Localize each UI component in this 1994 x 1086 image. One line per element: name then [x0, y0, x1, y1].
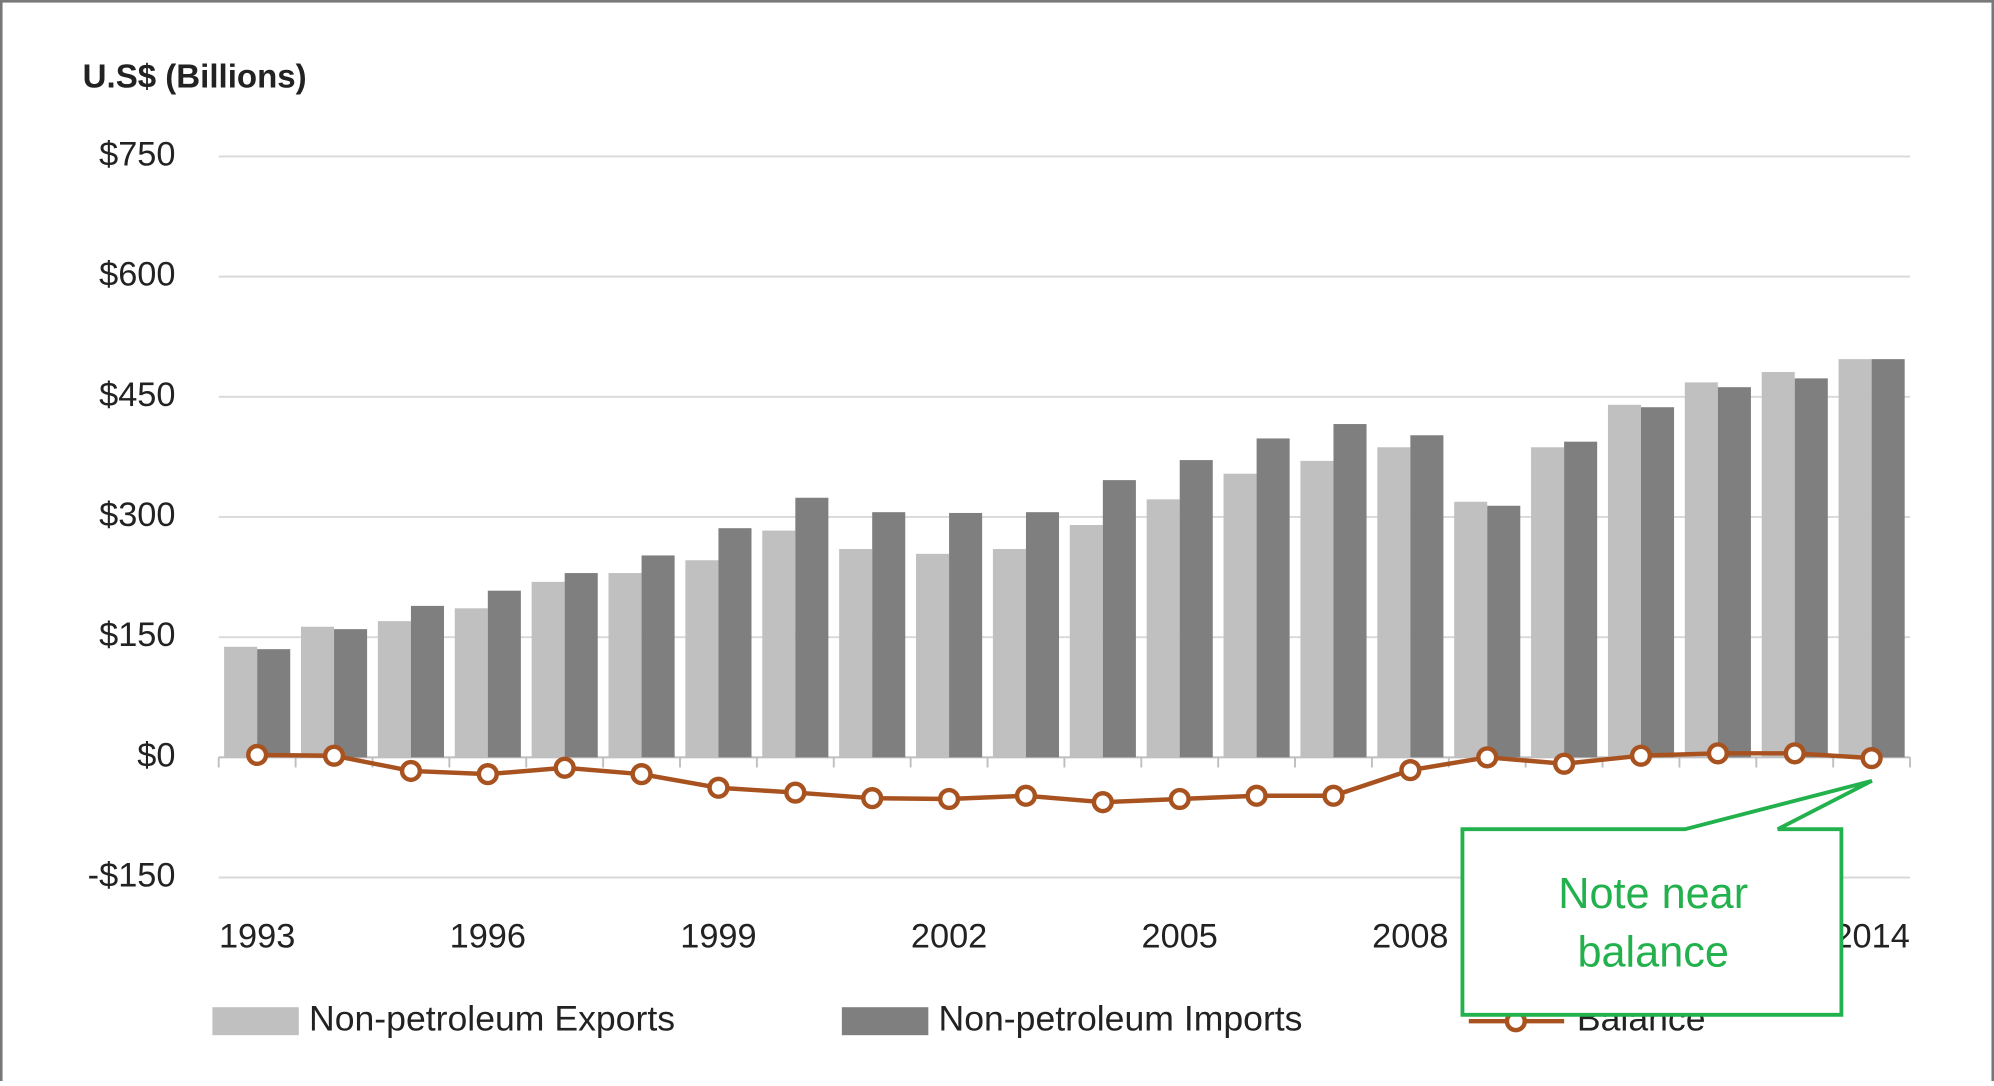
y-tick-label: $0 [137, 736, 175, 774]
marker [1552, 752, 1576, 775]
x-tick-label: 1996 [450, 918, 526, 956]
marker [476, 763, 499, 786]
bar [1102, 480, 1136, 758]
bar [454, 608, 488, 758]
bar [992, 549, 1026, 758]
y-tick-label: $450 [99, 376, 175, 414]
marker [553, 756, 576, 779]
bar [1487, 505, 1521, 758]
marker [1476, 746, 1499, 769]
callout [1460, 779, 1873, 1017]
marker [1014, 784, 1038, 807]
x-tick-label: 2008 [1372, 918, 1448, 956]
x-tick-label: 1999 [680, 918, 756, 956]
bar [531, 581, 565, 758]
bar [1871, 359, 1905, 758]
bar [1454, 501, 1488, 758]
legend-label: Non-petroleum Exports [309, 999, 675, 1039]
marker [707, 776, 730, 799]
marker [399, 759, 423, 783]
bar [1531, 447, 1565, 758]
bar [487, 590, 521, 758]
annotation: balance [1577, 928, 1728, 976]
y-tick-label: $150 [99, 616, 175, 654]
bar [1564, 441, 1598, 758]
y-axis-label: U.S$ (Billions) [83, 59, 307, 96]
marker [937, 787, 961, 811]
bar [334, 629, 368, 758]
bar [1333, 424, 1367, 758]
bar [1794, 378, 1828, 758]
bar [839, 549, 873, 758]
marker [322, 744, 346, 767]
bar [1684, 382, 1718, 758]
bar [685, 560, 719, 758]
marker [1629, 744, 1653, 767]
bar [1838, 359, 1872, 758]
marker [1706, 742, 1729, 765]
bar [1410, 435, 1444, 758]
bar [718, 528, 752, 758]
bar [795, 497, 829, 758]
marker [246, 743, 269, 767]
legend-swatch [212, 1007, 299, 1036]
marker [1091, 791, 1114, 814]
bar [1025, 512, 1060, 758]
x-tick-label: 2002 [911, 918, 987, 956]
bar [1256, 438, 1290, 758]
bar [641, 555, 675, 758]
bar [762, 530, 796, 758]
line [257, 751, 1872, 805]
y-tick-label: $750 [99, 136, 175, 174]
bar [300, 626, 335, 758]
bar [410, 605, 444, 758]
bar [1069, 524, 1103, 758]
bar [1607, 404, 1641, 758]
bar [1640, 407, 1675, 758]
bar [377, 621, 411, 758]
legend-label: Non-petroleum Imports [939, 999, 1303, 1039]
marker [1168, 787, 1191, 811]
y-tick-label: $600 [99, 256, 175, 294]
bar [949, 512, 983, 758]
x-tick-label: 2005 [1142, 918, 1218, 956]
y-tick-label: $300 [99, 496, 175, 534]
bar [1223, 473, 1257, 758]
marker [1322, 784, 1345, 807]
marker [1245, 784, 1268, 807]
y-tick-label: -$150 [88, 857, 176, 895]
bar [872, 512, 906, 758]
x-tick-label: 1993 [219, 918, 295, 956]
annotation: Note near [1558, 870, 1748, 918]
marker [861, 787, 884, 810]
marker [784, 781, 807, 804]
bar [1179, 460, 1213, 758]
bar [257, 649, 291, 758]
marker [1399, 759, 1422, 782]
bar [916, 553, 950, 758]
legend-swatch [841, 1007, 929, 1036]
marker [630, 763, 653, 786]
bar [1300, 460, 1334, 758]
bar [1717, 387, 1751, 758]
bar [1761, 371, 1795, 758]
x-tick-label: 2014 [1833, 918, 1909, 956]
marker [1783, 742, 1806, 765]
marker [1860, 746, 1883, 770]
bar [1377, 447, 1411, 758]
bar [224, 646, 258, 758]
bar [1146, 499, 1180, 758]
bar [564, 573, 598, 758]
bar [608, 573, 642, 758]
